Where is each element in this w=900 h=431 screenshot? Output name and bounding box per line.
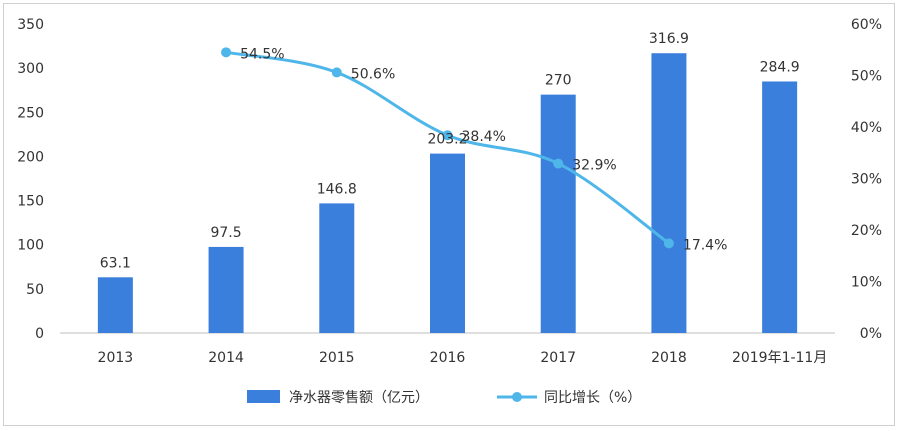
x-tick-label: 2019年1-11月 bbox=[732, 350, 827, 366]
x-tick-label: 2017 bbox=[540, 350, 576, 366]
y-right-tick-label: 40% bbox=[851, 120, 882, 136]
bar bbox=[97, 277, 133, 333]
bar-data-label: 146.8 bbox=[317, 181, 357, 197]
y-left-tick-label: 100 bbox=[17, 238, 44, 254]
bar-data-label: 63.1 bbox=[100, 255, 131, 271]
y-right-tick-label: 50% bbox=[851, 69, 882, 85]
growth-data-label: 38.4% bbox=[462, 129, 506, 145]
y-left-tick-label: 250 bbox=[17, 105, 44, 121]
y-right-tick-label: 60% bbox=[851, 17, 882, 33]
x-tick-label: 2014 bbox=[208, 350, 244, 366]
growth-point bbox=[442, 130, 453, 141]
axes-layer: 0 50 100 150 200 250 300 350 0% 10% 20% 30% 40% 50% 60… bbox=[17, 17, 882, 366]
x-tick-label: 2016 bbox=[430, 350, 466, 366]
legend-swatch-bar bbox=[247, 390, 280, 403]
bar bbox=[540, 94, 576, 333]
bar bbox=[762, 81, 798, 333]
bar bbox=[208, 246, 244, 333]
growth-point bbox=[663, 238, 674, 249]
growth-point bbox=[221, 47, 232, 58]
y-right-tick-label: 30% bbox=[851, 172, 882, 188]
y-left-tick-label: 150 bbox=[17, 194, 44, 210]
labels-layer: 63.1 97.5 146.8 203.2 270 316.9 284.9 54.5% 50.6… bbox=[100, 31, 800, 271]
y-left-tick-label: 350 bbox=[17, 17, 44, 33]
x-tick-label: 2015 bbox=[319, 350, 355, 366]
growth-data-label: 32.9% bbox=[572, 158, 616, 174]
legend-label-line: 同比增长（%） bbox=[544, 390, 641, 406]
legend-swatch-marker bbox=[512, 392, 522, 402]
legend: 净水器零售额（亿元） 同比增长（%） bbox=[247, 390, 641, 406]
growth-point bbox=[553, 158, 564, 169]
y-right-tick-label: 10% bbox=[851, 275, 882, 291]
bar-data-label: 97.5 bbox=[210, 225, 241, 241]
y-left-tick-label: 300 bbox=[17, 61, 44, 77]
bar-data-label: 270 bbox=[545, 73, 572, 89]
chart-frame bbox=[3, 3, 895, 426]
bar-data-label: 203.2 bbox=[427, 132, 467, 148]
y-right-tick-label: 20% bbox=[851, 223, 882, 239]
growth-data-label: 17.4% bbox=[683, 237, 727, 253]
y-right-tick-label: 0% bbox=[860, 326, 882, 342]
bars-layer bbox=[97, 53, 798, 334]
x-tick-label: 2013 bbox=[98, 350, 134, 366]
growth-data-label: 54.5% bbox=[240, 46, 284, 62]
bar-data-label: 316.9 bbox=[649, 31, 689, 47]
bar bbox=[319, 203, 355, 333]
y-left-tick-label: 50 bbox=[26, 282, 44, 298]
bar bbox=[430, 153, 465, 333]
line-layer bbox=[221, 47, 674, 249]
legend-label-bar: 净水器零售额（亿元） bbox=[289, 390, 429, 406]
bar-data-label: 284.9 bbox=[760, 59, 800, 75]
y-left-tick-label: 200 bbox=[17, 149, 44, 165]
bar bbox=[651, 53, 687, 334]
growth-point bbox=[331, 67, 342, 78]
x-tick-label: 2018 bbox=[651, 350, 687, 366]
y-left-tick-label: 0 bbox=[35, 326, 44, 342]
growth-data-label: 50.6% bbox=[351, 66, 395, 82]
